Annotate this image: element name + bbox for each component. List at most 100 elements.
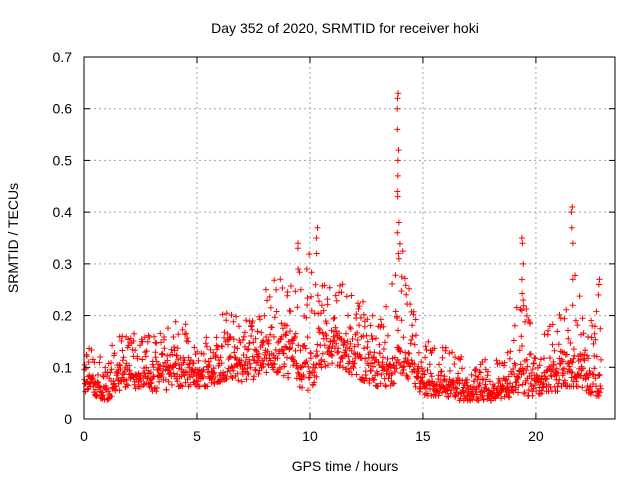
- data-point: [532, 355, 539, 362]
- data-point: [579, 315, 586, 322]
- data-point: [422, 354, 429, 361]
- data-point: [514, 376, 521, 383]
- data-point: [585, 355, 592, 362]
- data-point: [401, 275, 408, 282]
- data-point: [368, 367, 375, 374]
- data-point: [207, 355, 214, 362]
- data-point: [301, 342, 308, 349]
- data-point: [502, 377, 509, 384]
- data-point: [315, 360, 322, 367]
- data-point: [271, 361, 278, 368]
- data-point: [536, 362, 543, 369]
- data-point: [262, 286, 269, 293]
- data-point: [285, 338, 292, 345]
- data-point: [428, 350, 435, 356]
- data-point: [356, 303, 363, 310]
- data-point: [289, 340, 296, 347]
- data-point: [312, 364, 319, 371]
- data-point: [200, 373, 206, 380]
- data-point: [145, 367, 152, 374]
- data-point: [296, 269, 303, 276]
- data-point: [569, 369, 576, 376]
- data-point: [415, 349, 422, 356]
- data-point: [249, 353, 256, 360]
- data-point: [135, 379, 142, 386]
- data-point: [322, 363, 329, 370]
- data-point: [422, 385, 429, 392]
- data-point: [161, 345, 168, 352]
- data-point: [247, 364, 254, 371]
- data-point: [303, 358, 310, 365]
- data-point: [187, 357, 194, 364]
- data-point: [130, 337, 137, 344]
- data-point: [515, 374, 522, 381]
- data-point: [299, 384, 306, 391]
- data-point: [426, 361, 433, 368]
- data-point: [597, 325, 604, 332]
- data-point: [283, 322, 290, 329]
- data-point: [598, 385, 604, 392]
- data-point: [285, 374, 292, 381]
- data-point: [472, 367, 479, 374]
- data-point: [596, 389, 603, 396]
- data-point: [545, 327, 552, 334]
- data-point: [328, 348, 335, 355]
- data-point: [382, 383, 389, 390]
- data-point: [380, 367, 386, 374]
- data-point: [452, 392, 459, 399]
- data-point: [338, 289, 345, 296]
- data-point: [260, 363, 266, 370]
- data-point: [279, 285, 286, 291]
- data-point: [234, 345, 241, 352]
- data-point: [421, 391, 428, 398]
- data-point: [569, 359, 576, 366]
- data-point: [549, 321, 556, 328]
- data-point: [409, 322, 416, 329]
- data-point: [200, 351, 207, 357]
- data-point: [217, 354, 224, 361]
- data-point: [235, 377, 242, 384]
- data-point: [241, 362, 248, 369]
- y-tick-label: 0.1: [53, 359, 73, 375]
- data-point: [190, 373, 196, 380]
- data-point: [259, 337, 266, 344]
- data-point: [168, 381, 175, 388]
- data-point: [445, 393, 452, 400]
- data-point: [183, 330, 190, 337]
- data-point: [413, 332, 419, 339]
- data-point: [524, 363, 531, 370]
- data-point: [248, 333, 255, 339]
- data-point: [143, 364, 150, 371]
- data-point: [230, 367, 237, 374]
- x-tick-label: 20: [528, 428, 544, 444]
- data-point: [245, 371, 252, 378]
- data-point: [518, 307, 525, 314]
- data-point: [574, 322, 581, 329]
- data-point: [224, 368, 231, 375]
- data-point: [109, 342, 116, 349]
- data-point: [564, 351, 570, 358]
- data-point: [337, 359, 344, 365]
- data-point: [394, 229, 401, 236]
- data-point: [240, 336, 246, 343]
- data-point: [333, 297, 340, 304]
- data-point: [590, 340, 597, 347]
- data-point: [518, 333, 525, 340]
- data-point: [329, 352, 336, 359]
- data-point: [200, 367, 207, 374]
- data-point: [297, 286, 304, 293]
- data-point: [144, 338, 151, 345]
- data-point: [206, 362, 213, 369]
- data-point: [595, 392, 602, 399]
- data-point: [392, 369, 399, 375]
- data-point: [334, 349, 341, 356]
- data-point: [248, 322, 255, 329]
- data-point: [441, 373, 448, 380]
- data-point: [510, 366, 517, 372]
- data-point: [544, 375, 550, 382]
- data-point: [525, 387, 532, 393]
- y-tick-label: 0: [64, 411, 72, 427]
- data-point: [409, 333, 416, 340]
- data-point: [308, 293, 315, 300]
- data-point: [249, 318, 256, 324]
